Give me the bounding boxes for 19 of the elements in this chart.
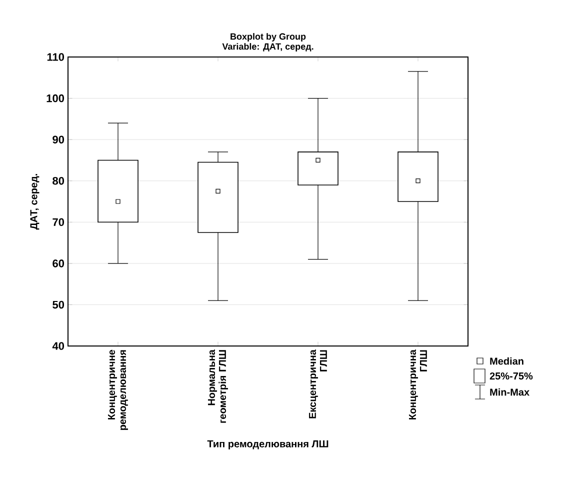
text: Median [490, 357, 524, 365]
y-tick-label: 60 [52, 260, 64, 268]
chart-subtitle: Variable: ДАТ, серед. [222, 43, 314, 52]
y-tick-label: 80 [52, 176, 64, 185]
x-tick-label: Концентрична ГЛШ [409, 349, 427, 420]
x-axis-title: Тип ремоделювання ЛШ [207, 440, 328, 450]
x-tick-label: Ексцентрична ГЛШ [309, 349, 327, 418]
x-tick-label: Нормальна геометрія ГЛШ [208, 349, 228, 423]
y-tick-label: 90 [52, 136, 64, 144]
y-tick-label: 70 [52, 218, 64, 226]
y-tick-label: 100 [46, 94, 64, 102]
text: Min-Max [490, 388, 530, 396]
y-tick-label: 40 [52, 342, 64, 350]
x-tick-label: Концентричне ремоделювання [108, 350, 128, 430]
text: 25%-75% [490, 372, 533, 380]
y-tick-label: 50 [52, 300, 64, 309]
y-axis-title: ДАТ, серед. [30, 174, 40, 230]
y-tick-label: 110 [47, 53, 64, 61]
chart-title: Boxplot by Group [230, 33, 306, 42]
